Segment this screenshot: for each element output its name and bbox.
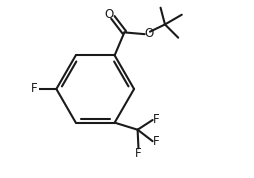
Text: F: F: [153, 135, 160, 148]
Text: F: F: [31, 82, 38, 96]
Text: O: O: [104, 8, 114, 21]
Text: F: F: [135, 147, 142, 160]
Text: F: F: [153, 113, 160, 126]
Text: O: O: [144, 27, 153, 40]
